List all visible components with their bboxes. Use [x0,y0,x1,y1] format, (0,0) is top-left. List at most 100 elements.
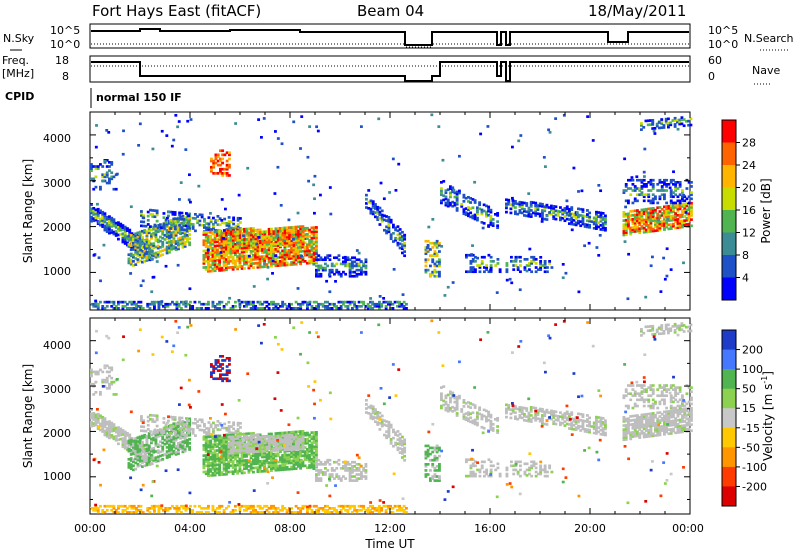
power-cell [249,300,253,304]
power-cell [652,129,656,133]
velocity-cell [211,459,215,463]
power-cell [514,206,517,209]
power-cell [431,258,435,262]
power-cell [238,240,242,244]
velocity-cell [306,452,309,455]
power-cell [392,268,396,271]
power-cell [642,222,646,226]
power-cell [511,203,515,207]
power-cell [261,259,264,263]
power-cell [222,248,226,251]
power-cell [306,302,309,306]
power-cell [159,239,162,243]
power-cell [156,230,160,233]
power-cell [669,225,673,228]
power-cell [647,193,651,197]
power-cell [256,249,260,253]
power-cell [207,239,210,242]
velocity-cell [161,449,165,453]
power-cell [112,307,116,310]
power-cell [674,214,678,217]
velocity-cell [288,431,291,434]
power-cell [207,261,210,265]
power-cell [150,243,153,246]
velocity-cell [288,459,291,463]
power-cell [294,307,298,310]
power-cell [105,300,109,304]
velocity-cell [105,422,109,426]
velocity-cell [200,418,204,422]
power-cell [247,239,251,243]
power-cell [154,229,158,232]
power-cell [261,255,264,258]
power-cell [514,264,518,267]
velocity-cell [96,415,100,418]
power-cell [403,250,407,253]
velocity-cell [105,420,109,424]
power-cell [234,227,238,230]
power-cell [540,220,544,223]
power-cell [561,210,565,214]
power-cell [509,207,513,211]
power-cell [241,246,244,250]
power-cell [369,199,373,203]
velocity-cell [181,444,185,448]
velocity-cell [141,448,145,452]
power-cell [119,222,123,226]
power-cell [301,227,305,230]
velocity-cell [283,466,287,469]
power-cell [673,119,677,122]
power-cell [306,261,309,265]
power-cell [337,300,341,304]
velocity-cell [146,428,150,431]
power-cell [276,307,280,310]
power-cell [308,259,312,263]
power-cell [270,238,274,242]
power-cell [297,239,301,242]
power-cell [247,235,251,239]
velocity-cell [276,460,280,464]
power-cell [660,122,664,125]
velocity-cell [239,426,242,429]
power-cell [627,187,630,190]
velocity-cell [204,464,208,468]
power-cell [444,195,448,199]
power-cell [202,239,206,243]
velocity-cell [288,461,291,465]
velocity-cell [303,458,307,462]
power-cell [400,305,404,308]
power-cell [238,265,242,269]
power-cell [622,219,626,222]
power-cell [624,221,628,224]
power-cell [674,206,678,209]
velocity-cell [299,467,303,470]
power-cell [150,232,153,236]
power-cell [132,235,135,238]
power-cell [247,233,251,237]
power-cell [315,238,318,242]
power-cell [229,266,233,269]
velocity-cell [180,426,184,430]
power-cell [378,302,381,306]
power-cell [112,175,116,179]
velocity-cell [127,449,131,453]
power-cell [310,226,314,230]
power-cell [207,265,210,269]
velocity-heatmap [90,319,693,514]
power-cell [225,165,229,169]
power-cell [642,193,646,197]
power-cell [167,210,170,214]
velocity-cell [161,433,165,437]
velocity-cell [147,434,151,437]
power-cell [263,255,267,258]
velocity-cell [218,459,222,462]
power-cell [532,255,536,259]
power-cell [656,201,660,205]
power-cell [426,246,429,250]
velocity-cell [146,415,150,419]
velocity-cell [90,424,93,428]
power-cell [647,226,651,229]
power-cell [380,217,384,221]
power-cell [240,250,244,254]
power-cell [227,220,231,223]
